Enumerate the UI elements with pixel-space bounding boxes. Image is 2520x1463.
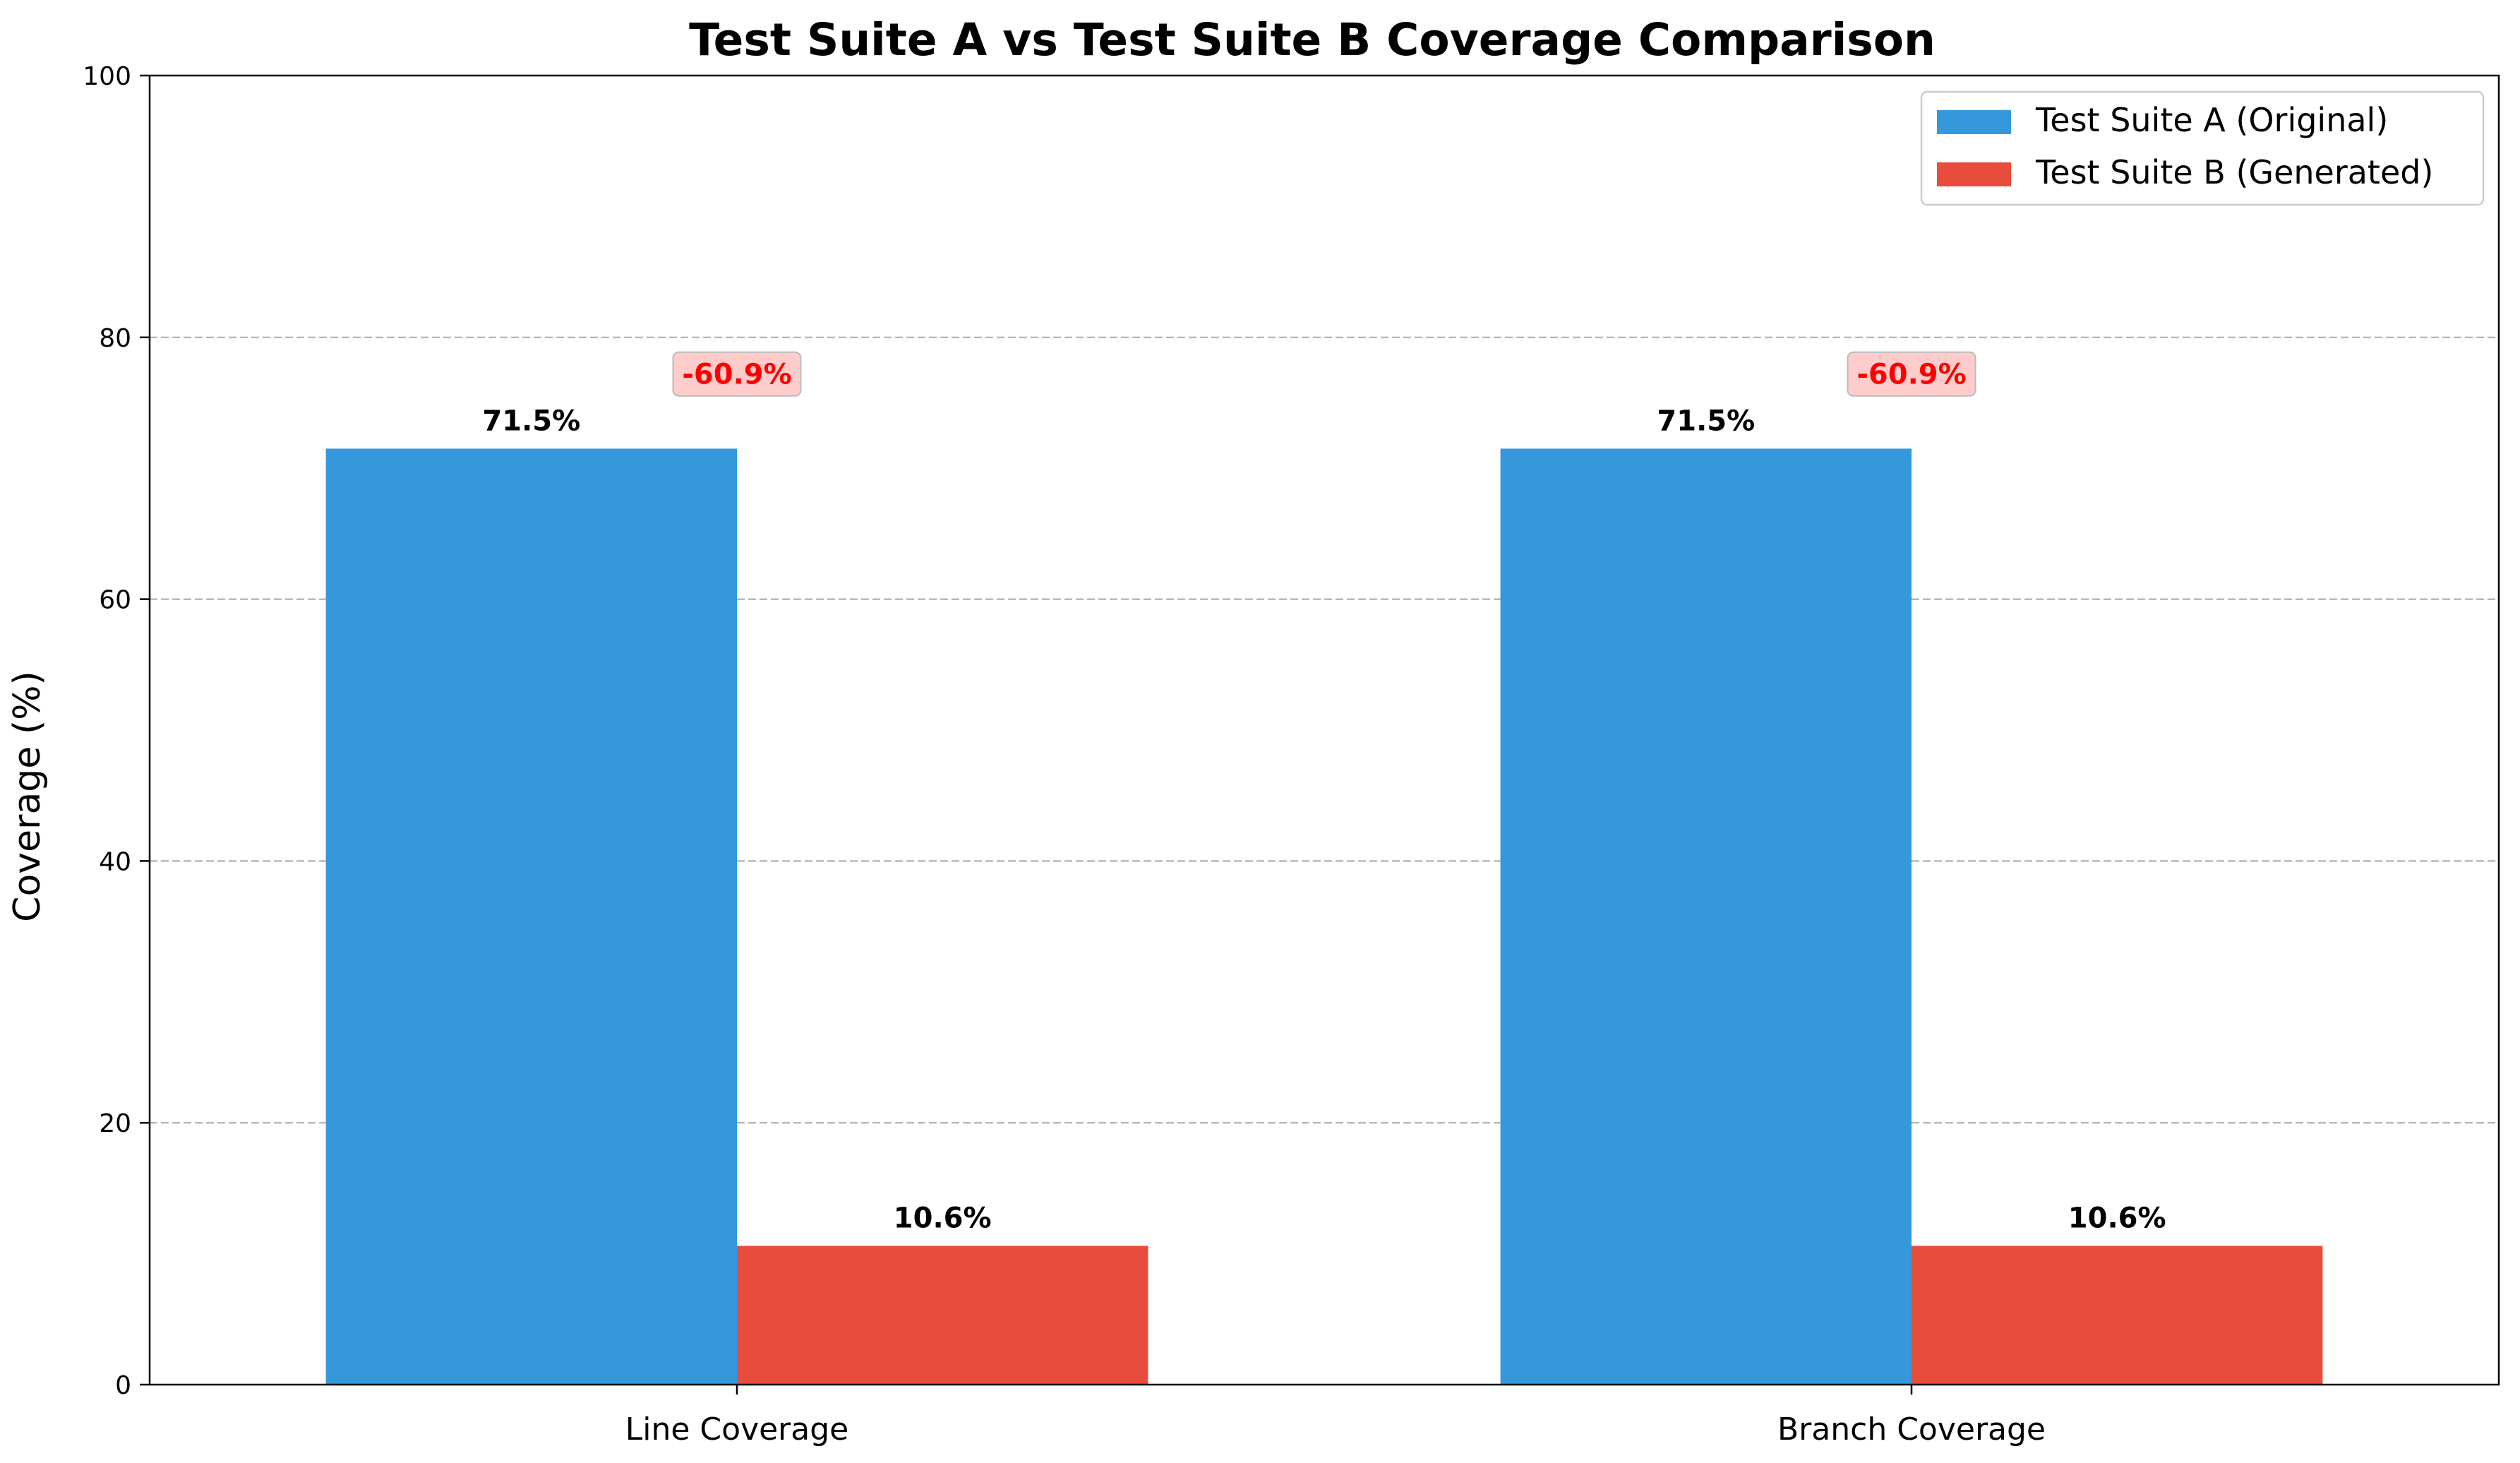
- bar: [1500, 448, 1912, 1385]
- y-axis-label: Coverage (%): [6, 671, 49, 922]
- data-labels: 71.5% 71.5% 10.6% 10.6% -60.9% -60.9%: [482, 351, 2166, 1234]
- axes: 0 20 40 60 80 100 Line Coverage Branch Coverage: [83, 62, 2500, 1447]
- x-tick-label: Branch Coverage: [1777, 1411, 2046, 1447]
- y-tick-label: 20: [99, 1109, 131, 1138]
- difference-label: -60.9%: [682, 359, 791, 391]
- difference-label-box: [1847, 351, 1976, 397]
- difference-label: -60.9%: [1856, 359, 1966, 391]
- legend-label: Test Suite A (Original): [2035, 101, 2388, 139]
- y-tick-label: 40: [99, 847, 131, 876]
- legend-swatch: [1937, 162, 2011, 186]
- chart-title: Test Suite A vs Test Suite B Coverage Co…: [689, 14, 1936, 66]
- bars: [325, 448, 2323, 1385]
- difference-annotation: -60.9%: [672, 351, 802, 397]
- y-tick-label: 80: [99, 324, 131, 353]
- bar-value-label: 71.5%: [1657, 405, 1755, 437]
- bar: [737, 1246, 1148, 1385]
- y-tick-label: 0: [115, 1371, 131, 1400]
- bar: [1912, 1246, 2323, 1385]
- y-tick-label: 100: [83, 62, 131, 91]
- bar-value-label: 10.6%: [894, 1202, 992, 1234]
- y-tick-label: 60: [99, 586, 131, 615]
- legend-label: Test Suite B (Generated): [2035, 153, 2433, 191]
- legend: Test Suite A (Original) Test Suite B (Gen…: [1920, 90, 2485, 206]
- difference-annotation: -60.9%: [1847, 351, 1976, 397]
- difference-label-box: [672, 351, 802, 397]
- plot-frame: [148, 74, 2500, 1386]
- bar-value-label: 10.6%: [2068, 1202, 2166, 1234]
- legend-swatch: [1937, 110, 2011, 134]
- legend-box: [1920, 90, 2485, 206]
- bar-value-label: 71.5%: [482, 405, 580, 437]
- bar: [325, 448, 738, 1385]
- x-tick-label: Line Coverage: [625, 1411, 849, 1447]
